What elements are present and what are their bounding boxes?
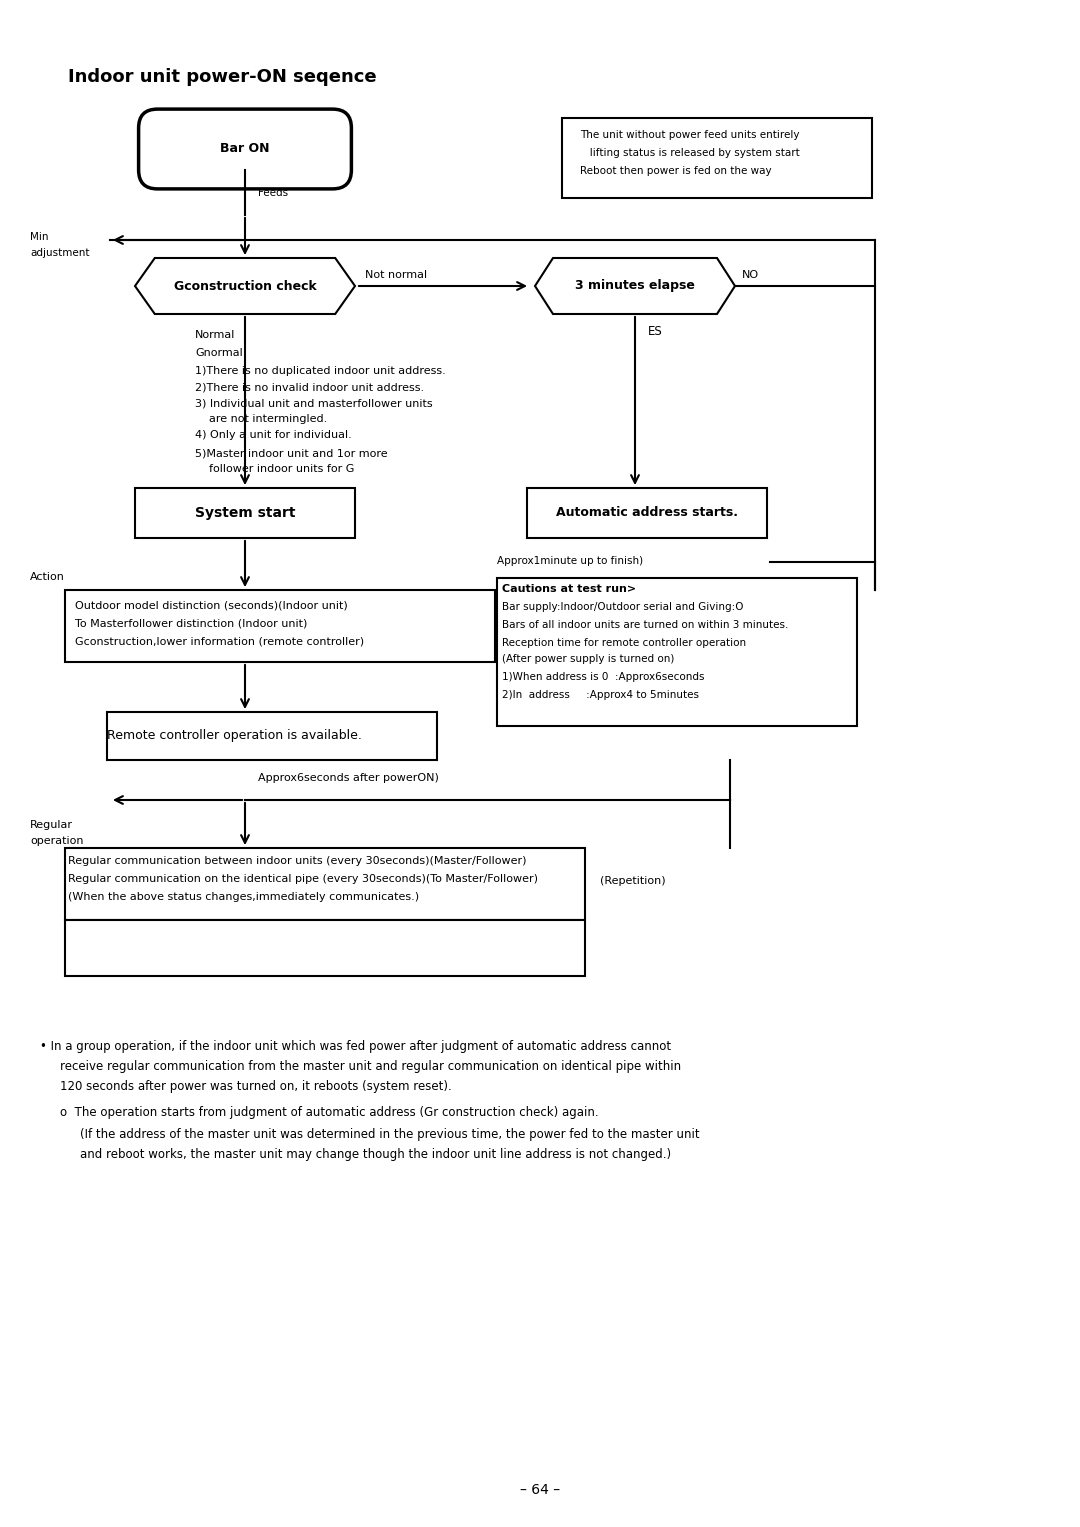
Text: 1)When address is 0  :Approx6seconds: 1)When address is 0 :Approx6seconds <box>502 672 704 683</box>
Text: o  The operation starts from judgment of automatic address (Gr construction chec: o The operation starts from judgment of … <box>60 1106 598 1119</box>
Text: adjustment: adjustment <box>30 247 90 258</box>
Text: Gconstruction,lower information (remote controller): Gconstruction,lower information (remote … <box>75 637 364 646</box>
Text: (After power supply is turned on): (After power supply is turned on) <box>502 654 674 664</box>
FancyBboxPatch shape <box>65 589 495 663</box>
Text: Action: Action <box>30 573 65 582</box>
Text: (Repetition): (Repetition) <box>600 876 665 886</box>
FancyBboxPatch shape <box>527 489 767 538</box>
Text: To Masterfollower distinction (Indoor unit): To Masterfollower distinction (Indoor un… <box>75 618 308 628</box>
FancyBboxPatch shape <box>65 919 585 976</box>
Text: Regular communication on the identical pipe (every 30seconds)(To Master/Follower: Regular communication on the identical p… <box>68 873 538 884</box>
Text: are not intermingled.: are not intermingled. <box>195 414 327 425</box>
Text: Indoor unit power-ON seqence: Indoor unit power-ON seqence <box>68 69 377 86</box>
Text: 2)There is no invalid indoor unit address.: 2)There is no invalid indoor unit addres… <box>195 382 424 392</box>
Text: 2)In  address     :Approx4 to 5minutes: 2)In address :Approx4 to 5minutes <box>502 690 699 699</box>
Text: operation: operation <box>30 835 83 846</box>
Text: Bar ON: Bar ON <box>220 142 270 156</box>
Text: Gnormal: Gnormal <box>195 348 243 357</box>
Text: Regular communication between indoor units (every 30seconds)(Master/Follower): Regular communication between indoor uni… <box>68 857 527 866</box>
Text: Reception time for remote controller operation: Reception time for remote controller ope… <box>502 638 746 647</box>
Text: (If the address of the master unit was determined in the previous time, the powe: (If the address of the master unit was d… <box>80 1128 700 1141</box>
Text: 3 minutes elapse: 3 minutes elapse <box>575 279 694 293</box>
Polygon shape <box>135 258 355 315</box>
Text: – 64 –: – 64 – <box>519 1483 561 1496</box>
Text: Regular: Regular <box>30 820 73 831</box>
FancyBboxPatch shape <box>107 712 437 760</box>
FancyBboxPatch shape <box>138 108 351 189</box>
Text: NO: NO <box>742 270 759 279</box>
Text: Approx6seconds after powerON): Approx6seconds after powerON) <box>258 773 438 783</box>
FancyBboxPatch shape <box>497 579 858 725</box>
Text: 4) Only a unit for individual.: 4) Only a unit for individual. <box>195 431 352 440</box>
Text: and reboot works, the master unit may change though the indoor unit line address: and reboot works, the master unit may ch… <box>80 1148 671 1161</box>
Text: 3) Individual unit and masterfollower units: 3) Individual unit and masterfollower un… <box>195 399 433 408</box>
Text: Bars of all indoor units are turned on within 3 minutes.: Bars of all indoor units are turned on w… <box>502 620 788 631</box>
Text: System start: System start <box>194 505 295 521</box>
Text: Reboot then power is fed on the way: Reboot then power is fed on the way <box>580 166 771 176</box>
Text: Gconstruction check: Gconstruction check <box>174 279 316 293</box>
Text: Approx1minute up to finish): Approx1minute up to finish) <box>497 556 643 567</box>
Polygon shape <box>535 258 735 315</box>
Text: Remote controller operation is available.: Remote controller operation is available… <box>107 730 362 742</box>
Text: 120 seconds after power was turned on, it reboots (system reset).: 120 seconds after power was turned on, i… <box>60 1080 451 1093</box>
Text: Normal: Normal <box>195 330 235 341</box>
Text: • In a group operation, if the indoor unit which was fed power after judgment of: • In a group operation, if the indoor un… <box>40 1040 671 1054</box>
Text: Feeds: Feeds <box>258 188 288 199</box>
Text: Cautions at test run>: Cautions at test run> <box>502 583 636 594</box>
Text: receive regular communication from the master unit and regular communication on : receive regular communication from the m… <box>60 1060 681 1073</box>
Text: The unit without power feed units entirely: The unit without power feed units entire… <box>580 130 799 140</box>
Text: 5)Master indoor unit and 1or more: 5)Master indoor unit and 1or more <box>195 447 388 458</box>
Text: 1)There is no duplicated indoor unit address.: 1)There is no duplicated indoor unit add… <box>195 366 446 376</box>
FancyBboxPatch shape <box>135 489 355 538</box>
Text: (When the above status changes,immediately communicates.): (When the above status changes,immediate… <box>68 892 419 902</box>
FancyBboxPatch shape <box>562 118 872 199</box>
Text: Outdoor model distinction (seconds)(Indoor unit): Outdoor model distinction (seconds)(Indo… <box>75 600 348 609</box>
Text: Bar supply:Indoor/Outdoor serial and Giving:O: Bar supply:Indoor/Outdoor serial and Giv… <box>502 602 743 612</box>
FancyBboxPatch shape <box>65 847 585 919</box>
Text: Min: Min <box>30 232 49 241</box>
Text: lifting status is released by system start: lifting status is released by system sta… <box>580 148 800 157</box>
Text: Not normal: Not normal <box>365 270 427 279</box>
Text: Automatic address starts.: Automatic address starts. <box>556 507 738 519</box>
Text: ES: ES <box>648 325 663 337</box>
Text: follower indoor units for G: follower indoor units for G <box>195 464 354 473</box>
